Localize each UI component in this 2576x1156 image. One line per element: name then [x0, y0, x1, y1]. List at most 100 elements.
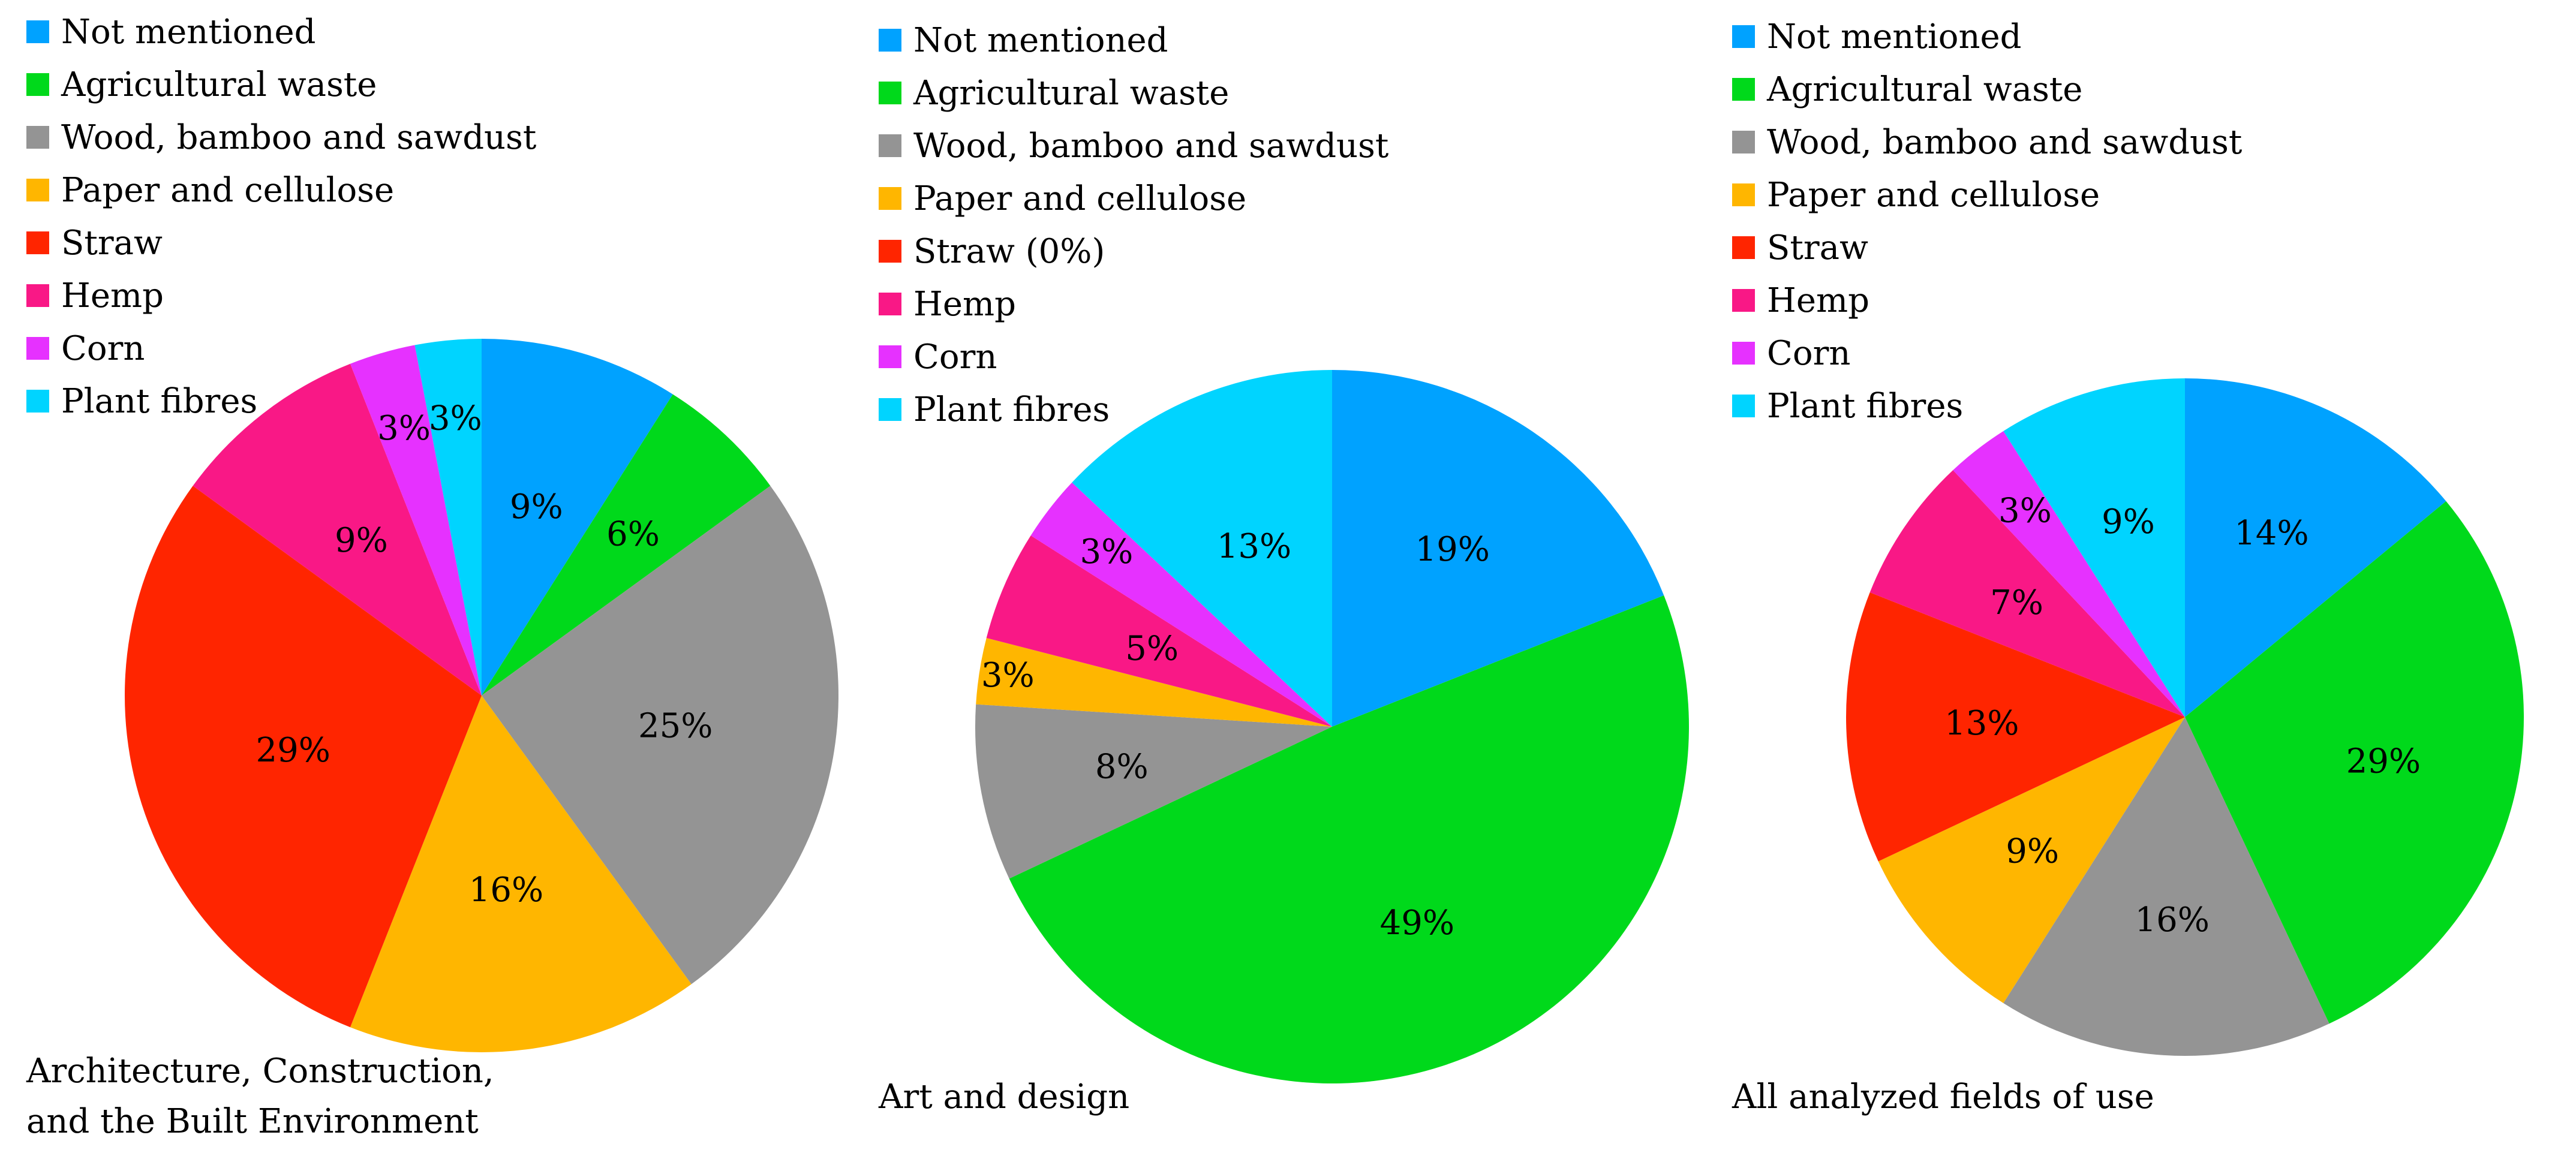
legend-item-straw: Straw [26, 217, 536, 270]
pie-slice-not-mentioned [482, 339, 673, 696]
legend-item-straw: Straw (0%) [879, 225, 1388, 278]
legend-item-hemp: Hemp [1732, 275, 2242, 327]
pie-art-design-svg: 19% 49% 8% 3% 5% 3% 13% [975, 370, 1690, 1083]
legend-swatch [879, 134, 901, 157]
slice-label-agricultural-waste: 49% [1380, 904, 1454, 943]
legend-label: Straw [61, 224, 163, 263]
legend-label: Straw (0%) [913, 232, 1105, 271]
pie-architecture-svg: 9% 6% 25% 16% 29% 9% 3%3% [124, 339, 839, 1053]
pie-slice-plant-fibres [2003, 378, 2185, 717]
legend-label: Corn [61, 329, 145, 368]
legend-label: Not mentioned [1767, 17, 2022, 56]
pie-slice-straw [124, 486, 482, 1028]
legend-swatch [26, 231, 49, 254]
legend-label: Paper and cellulose [1767, 176, 2100, 215]
legend-label: Paper and cellulose [913, 179, 1247, 218]
legend-swatch [879, 345, 901, 368]
pie-slice-corn [1953, 431, 2185, 717]
legend-swatch [879, 187, 901, 210]
legend-item-paper-and-cellulose: Paper and cellulose [1732, 169, 2242, 222]
legend-item-hemp: Hemp [26, 270, 536, 323]
slice-label-agricultural-waste: 29% [2346, 742, 2421, 781]
legend-swatch [1732, 78, 1755, 101]
pie-slice-wood-bamboo-and-sawdust [975, 704, 1332, 879]
pie-chart-all-fields: 14% 29% 16% 9% 13% 7% 3% 9% Not mentioned Agricu… [1721, 0, 2576, 1156]
legend-label: Plant fibres [61, 382, 258, 421]
legend-item-agricultural-waste: Agricultural waste [26, 59, 536, 112]
legend-label: Straw [1767, 228, 1868, 267]
slice-label-not-mentioned: 9% [510, 487, 563, 526]
legend-item-agricultural-waste: Agricultural waste [879, 67, 1388, 120]
slice-label-straw: 29% [256, 731, 330, 770]
legend-item-straw: Straw [1732, 222, 2242, 275]
pie-slice-hemp [1869, 470, 2185, 717]
legend-swatch [1732, 131, 1755, 153]
legend-architecture: Not mentioned Agricultural waste Wood, bam… [26, 6, 536, 428]
legend-label: Wood, bamboo and sawdust [61, 118, 537, 157]
legend-swatch [879, 29, 901, 52]
legend-item-paper-and-cellulose: Paper and cellulose [879, 173, 1388, 225]
caption-art-design: Art and design [879, 1077, 1130, 1116]
legend-swatch [26, 20, 49, 43]
legend-art-design: Not mentioned Agricultural waste Wood, bam… [879, 14, 1388, 436]
pie-slice-not-mentioned [1332, 370, 1664, 727]
legend-swatch [26, 73, 49, 96]
legend-swatch [1732, 395, 1755, 417]
pie-slice-plant-fibres [414, 339, 482, 696]
legend-item-agricultural-waste: Agricultural waste [1732, 64, 2242, 116]
legend-label: Wood, bamboo and sawdust [913, 127, 1389, 165]
legend-item-corn: Corn [26, 323, 536, 375]
legend-item-hemp: Hemp [879, 278, 1388, 331]
legend-swatch [1732, 236, 1755, 259]
caption-architecture: Architecture, Construction, and the Buil… [26, 1052, 494, 1141]
legend-item-not-mentioned: Not mentioned [879, 14, 1388, 67]
pie-slice-agricultural-waste [1009, 595, 1690, 1083]
legend-label: Wood, bamboo and sawdust [1767, 123, 2243, 162]
legend-label: Not mentioned [61, 13, 316, 52]
slice-label-corn: 3% [377, 409, 431, 448]
slice-label-straw: 13% [1944, 704, 2019, 743]
legend-swatch [879, 398, 901, 421]
legend-swatch [26, 179, 49, 201]
legend-label: Plant fibres [913, 390, 1110, 429]
slice-label-hemp: 7% [1990, 583, 2043, 622]
slice-label-not-mentioned: 14% [2234, 514, 2309, 553]
pie-chart-architecture: 9% 6% 25% 16% 29% 9% 3% 3% Not mentioned Agricul… [0, 0, 864, 1156]
legend-item-wood-bamboo-and-sawdust: Wood, bamboo and sawdust [26, 112, 536, 164]
pie-slice-wood-bamboo-and-sawdust [2003, 717, 2329, 1056]
caption-all-fields: All analyzed fields of use [1732, 1077, 2154, 1116]
slice-label-paper-and-cellulose: 9% [2006, 832, 2059, 871]
slice-label-not-mentioned: 19% [1415, 530, 1489, 569]
legend-label: Paper and cellulose [61, 171, 395, 210]
pie-slice-not-mentioned [2185, 378, 2446, 717]
legend-label: Plant fibres [1767, 387, 1964, 426]
legend-label: Corn [1767, 334, 1851, 373]
slice-label-wood-bamboo-and-sawdust: 8% [1095, 747, 1149, 786]
legend-swatch [1732, 289, 1755, 312]
pie-slice-hemp [193, 363, 482, 696]
slice-label-paper-and-cellulose: 16% [469, 871, 543, 910]
legend-swatch [26, 390, 49, 413]
pie-slice-plant-fibres [1072, 370, 1332, 727]
legend-label: Not mentioned [913, 21, 1168, 60]
pie-slice-hemp [986, 535, 1332, 727]
pie-slice-corn [350, 345, 482, 696]
slice-label-hemp: 5% [1125, 630, 1179, 669]
legend-item-paper-and-cellulose: Paper and cellulose [26, 164, 536, 217]
legend-item-plant-fibres: Plant fibres [26, 375, 536, 428]
pie-slice-paper-and-cellulose [976, 638, 1332, 727]
pie-slice-agricultural-waste [482, 394, 771, 696]
legend-swatch [26, 126, 49, 149]
slice-label-wood-bamboo-and-sawdust: 16% [2135, 901, 2209, 940]
legend-label: Hemp [913, 285, 1016, 324]
legend-label: Agricultural waste [1767, 70, 2083, 109]
legend-item-plant-fibres: Plant fibres [1732, 380, 2242, 433]
legend-all-fields: Not mentioned Agricultural waste Wood, bam… [1732, 11, 2242, 433]
legend-label: Agricultural waste [61, 65, 377, 104]
slice-label-plant-fibres: 3% [429, 399, 482, 438]
pie-all-fields-svg: 14% 29% 16% 9% 13% 7% 3% 9% [1845, 378, 2524, 1056]
pie-slice-corn [1030, 482, 1332, 727]
legend-item-corn: Corn [1732, 327, 2242, 380]
legend-label: Corn [913, 338, 997, 377]
legend-swatch [1732, 25, 1755, 48]
